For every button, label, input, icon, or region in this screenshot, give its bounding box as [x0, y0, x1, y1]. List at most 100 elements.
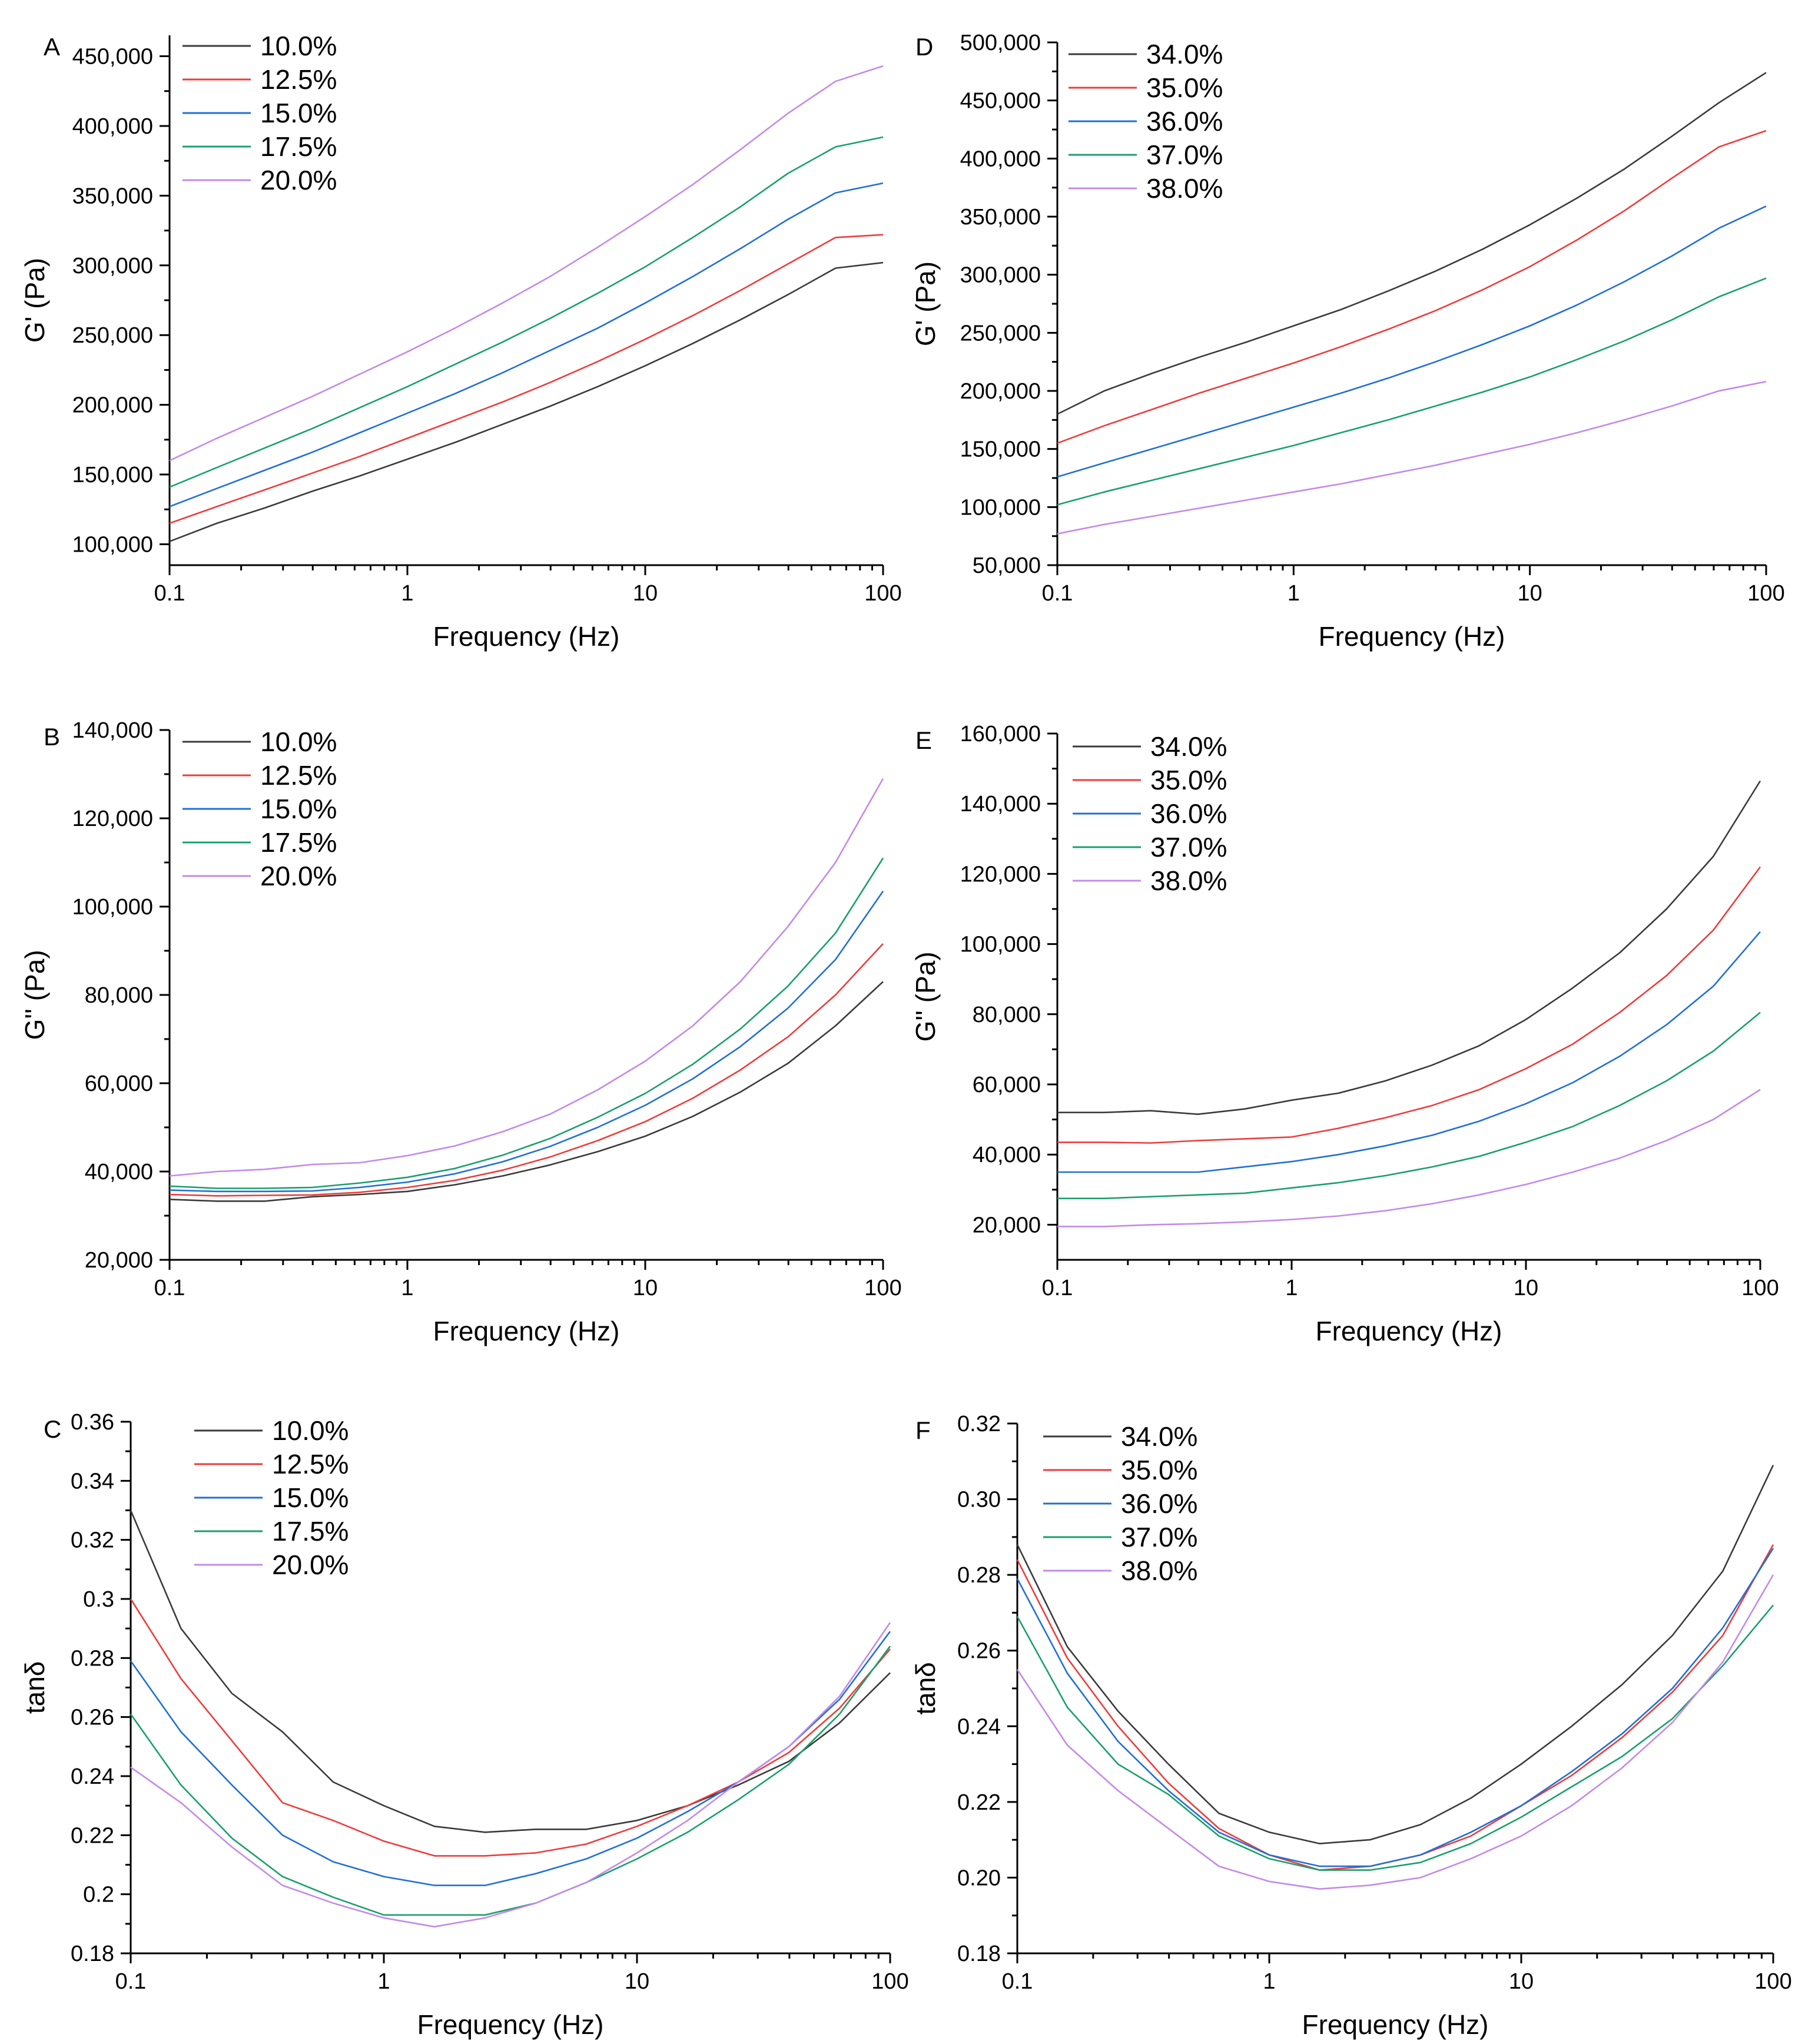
legend-label: 12.5% — [272, 1449, 349, 1479]
legend-label: 34.0% — [1150, 731, 1227, 762]
x-tick-label: 10 — [1509, 1969, 1534, 1994]
legend-label: 36.0% — [1150, 798, 1227, 829]
chart-panel-a: 0.1 1 10 100 100,000 150,000 200,000 250,000 300… — [19, 31, 902, 652]
panel-label: C — [44, 1415, 61, 1443]
y-tick-label: 20,000 — [85, 1248, 153, 1273]
y-tick-label: 0.2 — [83, 1883, 114, 1907]
y-tick-label: 250,000 — [72, 323, 153, 348]
chart-panel-e: 0.1 1 10 100 20,000 40,000 60,000 80,000 100,000… — [910, 722, 1779, 1346]
legend-label: 17.5% — [260, 131, 337, 162]
series-line-10-0pct — [169, 981, 884, 1202]
y-tick-label: 450,000 — [960, 89, 1041, 114]
series-line-20-0pct — [130, 1622, 891, 1928]
legend-label: 35.0% — [1146, 72, 1223, 103]
panel-label: F — [915, 1416, 931, 1444]
panel-label: A — [44, 33, 60, 61]
x-tick-label: 100 — [1741, 1276, 1778, 1300]
y-tick-label: 0.32 — [957, 1412, 1001, 1436]
x-tick-label: 10 — [633, 581, 658, 606]
legend-label: 36.0% — [1121, 1488, 1197, 1519]
x-tick-label: 10 — [633, 1276, 658, 1300]
x-tick-label: 10 — [1518, 581, 1542, 606]
legend-label: 20.0% — [260, 165, 337, 195]
x-tick-label: 1 — [377, 1969, 390, 1994]
legend-label: 20.0% — [272, 1549, 349, 1580]
series-line-35-0pct — [1057, 866, 1761, 1144]
y-tick-label: 500,000 — [960, 31, 1041, 55]
y-tick-label: 120,000 — [72, 807, 153, 831]
y-tick-label: 350,000 — [960, 205, 1041, 230]
y-tick-label: 0.18 — [71, 1942, 114, 1966]
legend-label: 37.0% — [1146, 140, 1223, 170]
y-tick-label: 0.26 — [957, 1639, 1001, 1664]
x-tick-label: 0.1 — [115, 1969, 147, 1994]
series-line-15-0pct — [169, 182, 884, 507]
y-tick-label: 100,000 — [960, 933, 1041, 957]
legend: 34.0%35.0%36.0%37.0%38.0% — [1073, 731, 1227, 896]
y-tick-label: 300,000 — [960, 263, 1041, 288]
x-tick-label: 0.1 — [1042, 581, 1073, 606]
y-tick-label: 160,000 — [960, 722, 1041, 746]
x-tick-label: 1 — [1285, 1276, 1298, 1300]
x-tick-label: 0.1 — [1002, 1969, 1033, 1994]
y-tick-label: 300,000 — [72, 254, 153, 278]
y-axis-title: G'' (Pa) — [19, 950, 50, 1040]
y-tick-label: 0.28 — [71, 1646, 114, 1671]
y-tick-label: 140,000 — [72, 718, 153, 743]
legend-label: 15.0% — [272, 1482, 349, 1513]
legend-label: 17.5% — [272, 1516, 349, 1547]
x-tick-label: 1 — [401, 581, 413, 606]
y-tick-label: 100,000 — [960, 495, 1041, 520]
series-line-38-0pct — [1057, 1089, 1761, 1227]
legend-label: 12.5% — [260, 760, 337, 791]
y-tick-label: 0.26 — [71, 1705, 114, 1730]
y-tick-label: 120,000 — [960, 862, 1041, 887]
y-tick-label: 0.32 — [71, 1528, 114, 1553]
x-axis-title: Frequency (Hz) — [1316, 1316, 1502, 1346]
y-tick-label: 0.36 — [71, 1410, 114, 1435]
y-tick-label: 350,000 — [72, 184, 153, 208]
y-tick-label: 50,000 — [973, 553, 1041, 578]
chart-panel-b: 0.1 1 10 100 20,000 40,000 60,000 80,000 100,000… — [19, 718, 902, 1346]
legend-label: 37.0% — [1121, 1522, 1197, 1552]
y-tick-label: 60,000 — [85, 1071, 153, 1096]
legend-label: 10.0% — [272, 1415, 349, 1446]
y-tick-label: 0.24 — [957, 1714, 1001, 1739]
x-axis-title: Frequency (Hz) — [433, 1316, 620, 1346]
series-line-37-0pct — [1057, 1011, 1761, 1199]
y-axis-title: tanδ — [910, 1662, 941, 1715]
y-tick-label: 80,000 — [85, 983, 153, 1008]
legend-label: 38.0% — [1121, 1555, 1197, 1586]
series-line-17-5pct — [130, 1645, 891, 1916]
x-axis-title: Frequency (Hz) — [1302, 2009, 1489, 2040]
series-line-38-0pct — [1057, 380, 1767, 535]
y-axis-title: tanδ — [19, 1661, 50, 1714]
series-line-12-5pct — [130, 1598, 891, 1857]
legend-label: 34.0% — [1121, 1421, 1197, 1452]
y-tick-label: 200,000 — [72, 393, 153, 418]
y-tick-label: 150,000 — [960, 437, 1041, 462]
y-tick-label: 0.34 — [71, 1469, 114, 1494]
series-line-17-5pct — [169, 136, 884, 488]
x-tick-label: 1 — [401, 1276, 413, 1300]
y-tick-label: 150,000 — [72, 463, 153, 487]
series-line-37-0pct — [1016, 1604, 1774, 1871]
x-tick-label: 100 — [871, 1969, 908, 1994]
x-axis-title: Frequency (Hz) — [433, 621, 620, 652]
y-tick-label: 140,000 — [960, 792, 1041, 817]
series-line-38-0pct — [1016, 1574, 1774, 1890]
x-tick-label: 10 — [625, 1969, 649, 1994]
y-tick-label: 0.22 — [71, 1823, 114, 1848]
y-tick-label: 0.30 — [957, 1488, 1001, 1512]
y-tick-label: 80,000 — [973, 1003, 1041, 1027]
legend: 10.0%12.5%15.0%17.5%20.0% — [194, 1415, 349, 1580]
panel-label: B — [44, 723, 60, 751]
legend-label: 36.0% — [1146, 106, 1223, 137]
series-line-34-0pct — [1016, 1465, 1774, 1844]
y-tick-label: 0.18 — [957, 1942, 1001, 1966]
legend-label: 20.0% — [260, 861, 337, 891]
y-axis-title: G' (Pa) — [19, 258, 50, 343]
chart-panel-f: 0.1 1 10 100 0.18 0.20 0.22 0.24 0.26 0.28 0.30 0.3… — [910, 1412, 1792, 2040]
legend-label: 37.0% — [1150, 832, 1227, 862]
